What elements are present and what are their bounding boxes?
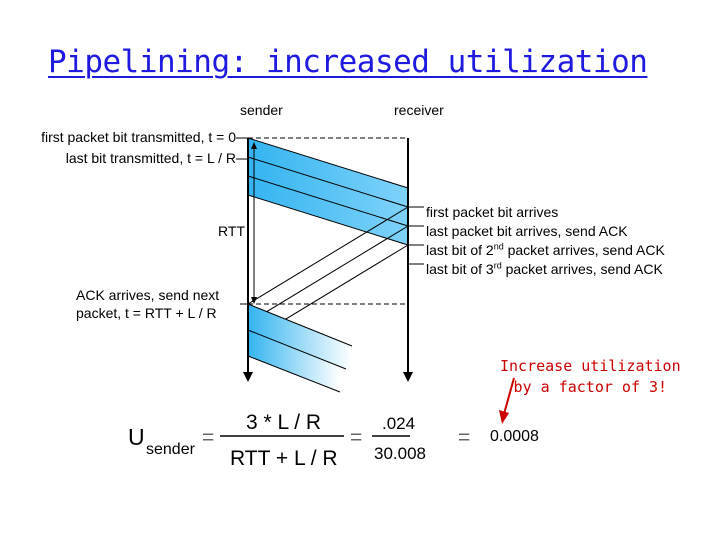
- second-arrives-label: last bit of 2nd packet arrives, send ACK: [426, 241, 665, 258]
- formula-equals-1: =: [202, 426, 215, 449]
- ack-arrives-label-2: packet, t = RTT + L / R: [76, 305, 217, 321]
- formula-equals-2: =: [350, 426, 363, 449]
- formula-denominator: RTT + L / R: [230, 447, 338, 470]
- last-bit-label: last bit transmitted, t = L / R: [65, 150, 236, 166]
- last-arrives-label: last packet bit arrives, send ACK: [426, 223, 628, 239]
- packet-1: [248, 138, 408, 207]
- ack-arrives-label-1: ACK arrives, send next: [76, 287, 220, 303]
- rtt-label: RTT: [218, 223, 245, 239]
- first-arrives-label: first packet bit arrives: [426, 204, 559, 220]
- formula-result: 0.0008: [490, 428, 539, 445]
- note-line-2: by a factor of 3!: [513, 378, 668, 396]
- packet-2: [248, 157, 408, 226]
- formula-u: U: [128, 424, 145, 450]
- formula-numerator: 3 * L / R: [246, 411, 322, 434]
- next-packet-2: [248, 330, 340, 392]
- third-arrives-label: last bit of 3rd packet arrives, send ACK: [426, 260, 663, 277]
- formula-equals-3: =: [458, 426, 471, 449]
- first-bit-label: first packet bit transmitted, t = 0: [41, 129, 236, 145]
- note-arrow: [503, 377, 515, 415]
- note-line-1: Increase utilization: [500, 357, 681, 375]
- ack-1-line: [247, 206, 409, 305]
- page-title: Pipelining: increased utilization: [48, 44, 648, 80]
- formula-u-sub: sender: [146, 441, 195, 458]
- ack-2-line: [247, 225, 409, 324]
- utilization-note: Increase utilization by a factor of 3!: [500, 356, 681, 398]
- packet-3: [248, 176, 408, 245]
- next-packet-1: [248, 304, 352, 372]
- formula-denominator-2: 30.008: [374, 444, 426, 463]
- formula-numerator-2: .024: [382, 414, 416, 433]
- sender-header: sender: [240, 102, 283, 118]
- receiver-header: receiver: [394, 102, 444, 118]
